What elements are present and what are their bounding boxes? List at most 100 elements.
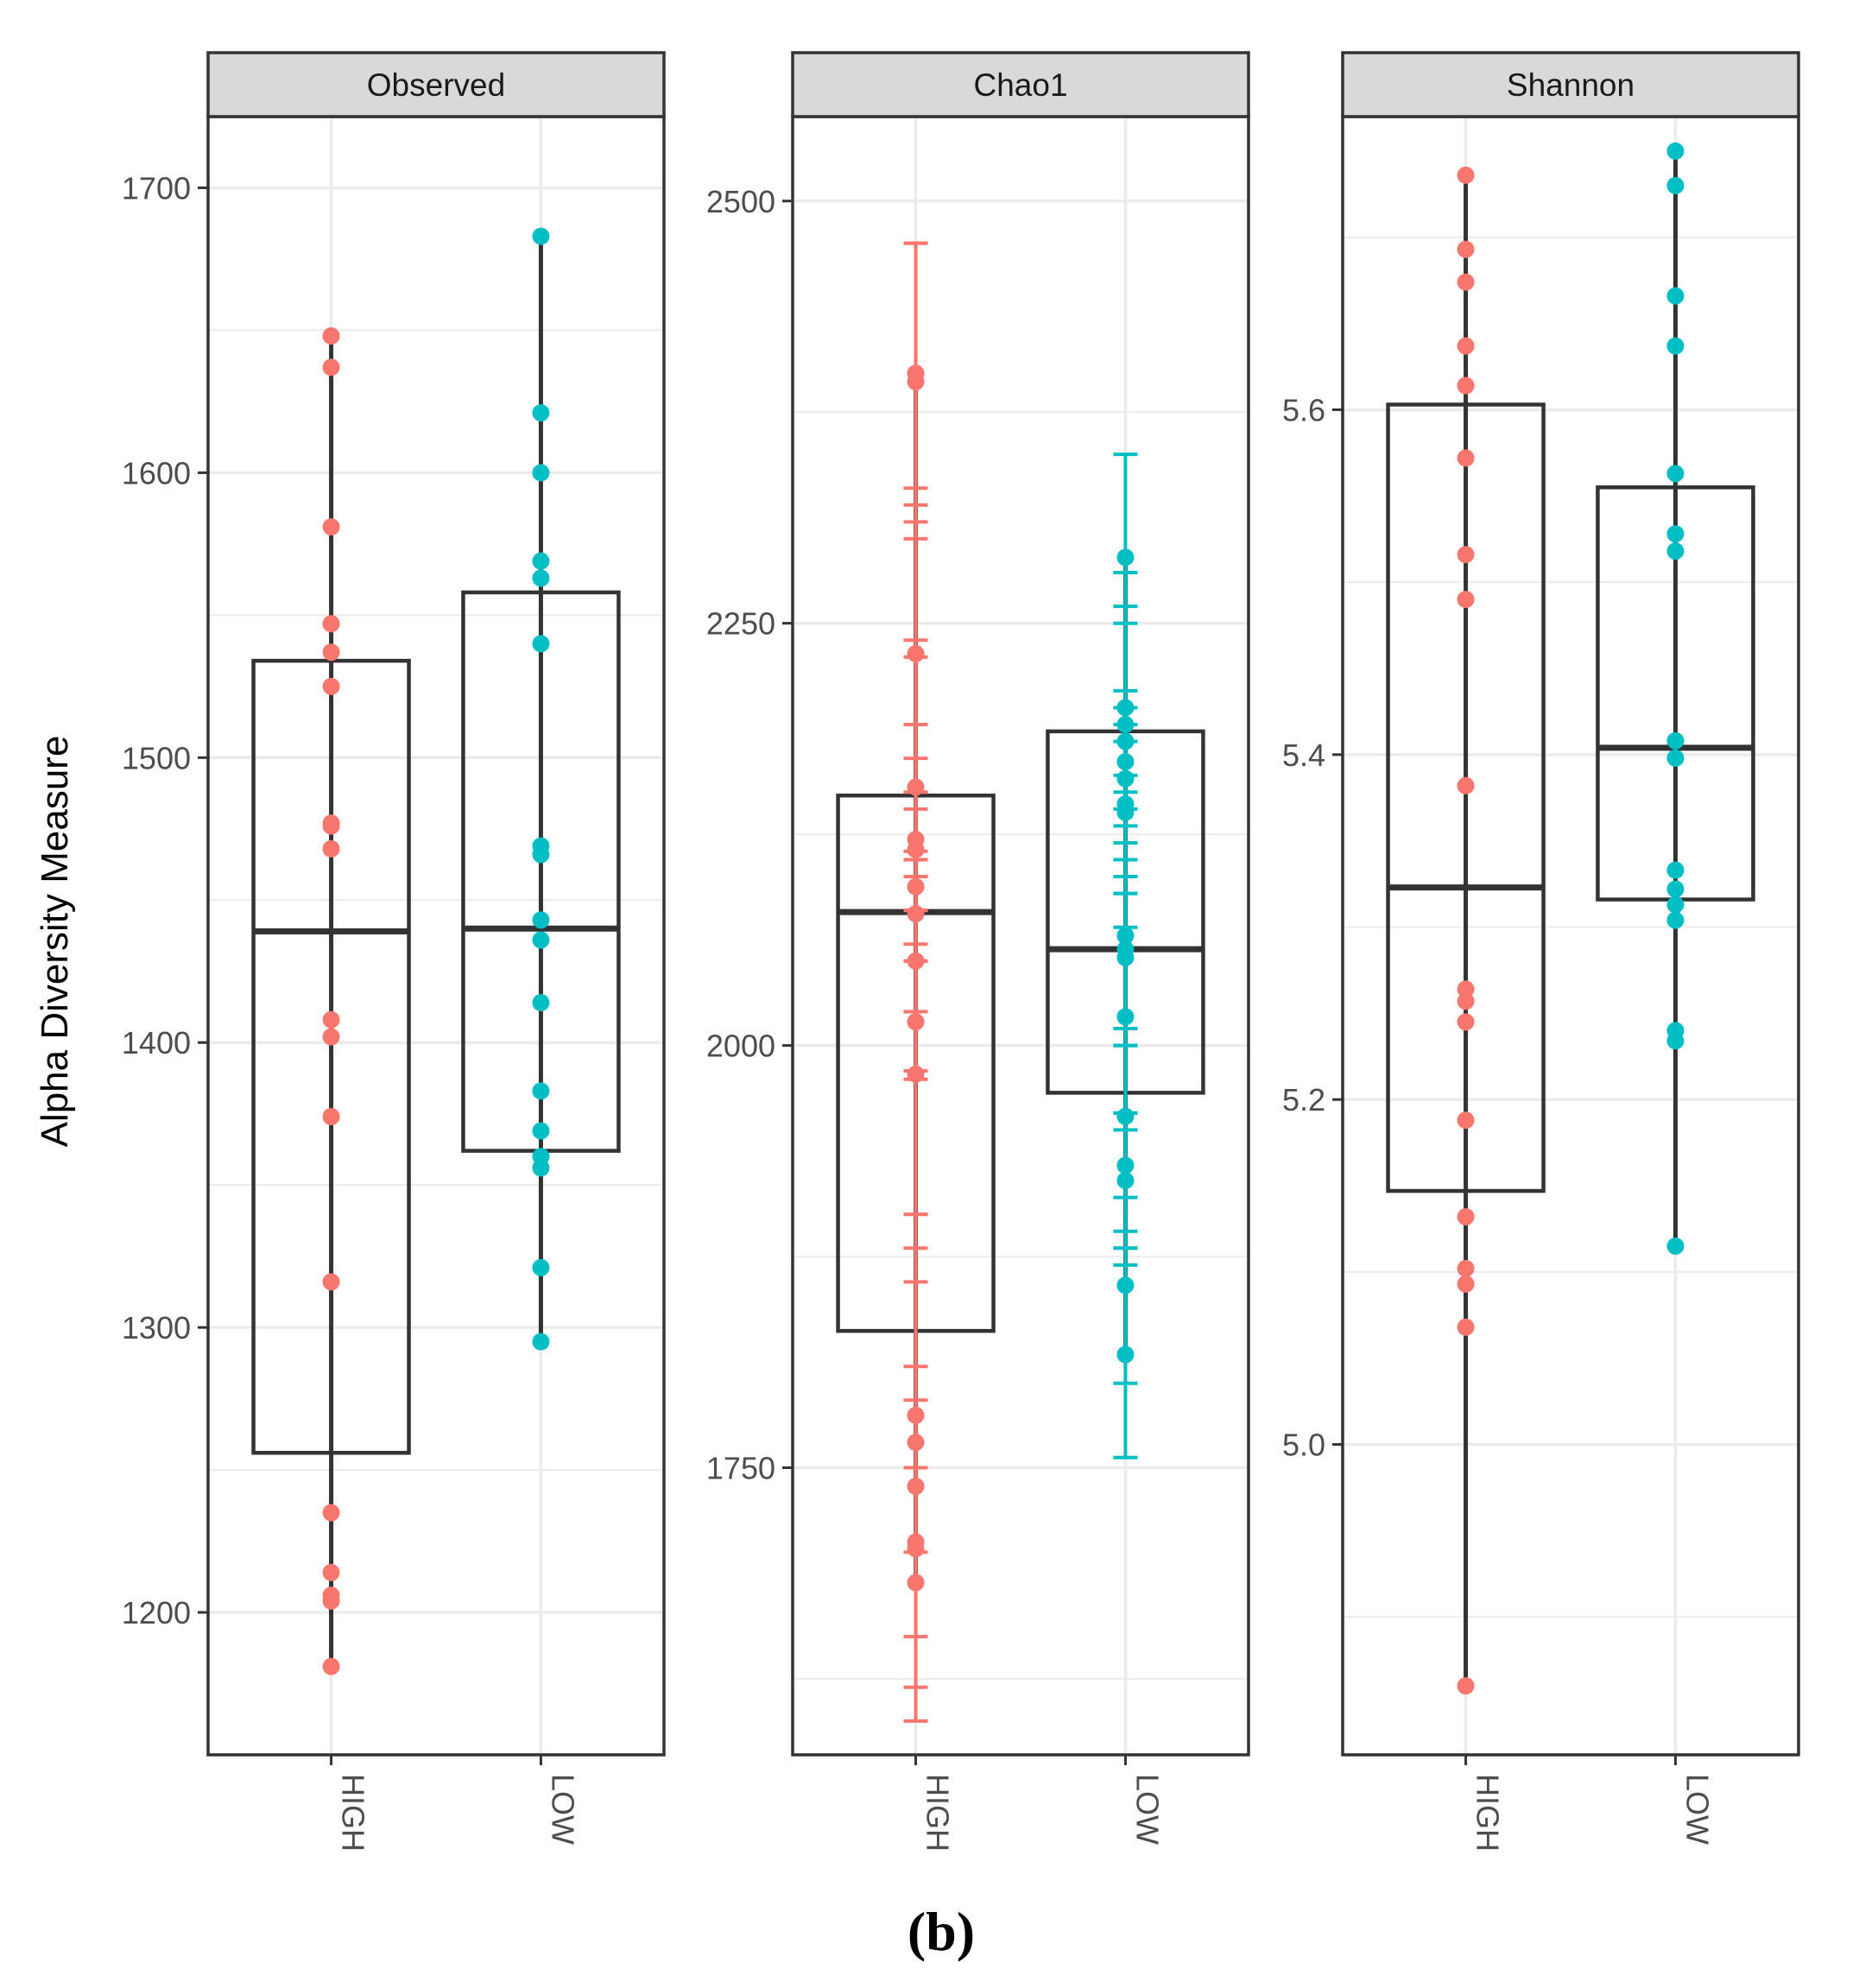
group-high xyxy=(1386,166,1546,1695)
panel-background xyxy=(1343,117,1799,1755)
data-point xyxy=(1116,927,1135,945)
data-point xyxy=(1457,1111,1475,1130)
data-point xyxy=(532,1333,550,1351)
data-point xyxy=(907,778,925,796)
data-point xyxy=(322,1657,340,1675)
data-point xyxy=(1666,287,1685,305)
y-tick-label: 1750 xyxy=(706,1451,775,1486)
data-point xyxy=(907,644,925,662)
data-point xyxy=(1116,940,1135,959)
strip-background xyxy=(791,51,1250,118)
data-point xyxy=(532,837,550,855)
data-point xyxy=(1116,732,1135,750)
data-point xyxy=(532,227,550,245)
data-point xyxy=(1457,1259,1475,1277)
y-tick-label: 1700 xyxy=(122,170,191,206)
data-point xyxy=(1666,896,1685,914)
data-point xyxy=(1457,1275,1475,1293)
y-tick-label: 5.2 xyxy=(1282,1082,1325,1117)
data-point xyxy=(322,358,340,377)
figure-caption: (b) xyxy=(907,1901,975,1962)
data-point xyxy=(1666,731,1685,750)
x-tick-label: LOW xyxy=(1129,1774,1165,1845)
y-tick-label: 2500 xyxy=(706,184,775,219)
y-tick-label: 5.0 xyxy=(1282,1428,1325,1463)
data-point xyxy=(1116,753,1135,771)
y-tick-label: 1200 xyxy=(122,1595,191,1630)
facet-panels: HIGH LOW120013001400150016001700ObservedH… xyxy=(122,51,1800,1852)
data-point xyxy=(1116,795,1135,813)
data-point xyxy=(1457,776,1475,795)
data-point xyxy=(1116,1172,1135,1190)
data-point xyxy=(1666,880,1685,898)
x-tick-label: LOW xyxy=(1679,1774,1715,1845)
x-tick-label: HIGH xyxy=(1470,1774,1506,1852)
group-low xyxy=(1046,453,1205,1459)
y-tick-label: 1600 xyxy=(122,455,191,491)
data-point xyxy=(1457,166,1475,184)
y-tick-label: 1300 xyxy=(122,1310,191,1345)
data-point xyxy=(532,1258,550,1276)
data-point xyxy=(1666,1022,1685,1040)
data-point xyxy=(1116,1276,1135,1295)
data-point xyxy=(322,814,340,833)
data-point xyxy=(907,831,925,849)
data-point xyxy=(1116,716,1135,734)
group-high xyxy=(836,241,996,1723)
data-point xyxy=(1116,1008,1135,1026)
data-point xyxy=(322,643,340,662)
data-point xyxy=(907,1533,925,1551)
data-point xyxy=(532,994,550,1012)
data-point xyxy=(322,1586,340,1605)
data-point xyxy=(532,635,550,653)
x-tick-label: HIGH xyxy=(336,1774,371,1852)
data-point xyxy=(1666,911,1685,929)
data-point xyxy=(1457,546,1475,564)
data-point xyxy=(532,931,550,949)
data-point xyxy=(907,1478,925,1496)
data-point xyxy=(322,615,340,633)
data-point xyxy=(1457,980,1475,998)
data-point xyxy=(1457,240,1475,258)
data-point xyxy=(1666,176,1685,194)
group-low xyxy=(461,227,621,1351)
data-point xyxy=(1116,1345,1135,1364)
data-point xyxy=(1116,548,1135,567)
data-point xyxy=(532,911,550,929)
strip-title: Chao1 xyxy=(973,67,1067,103)
data-point xyxy=(1457,337,1475,355)
y-tick-label: 1500 xyxy=(122,740,191,776)
strip-background xyxy=(206,51,666,118)
y-tick-label: 5.4 xyxy=(1282,738,1325,773)
panel-observed: HIGH LOW 1200 1300 1400 1500 1600 1700 Observed xyxy=(122,51,666,1852)
data-point xyxy=(907,1406,925,1424)
data-point xyxy=(907,1573,925,1592)
box xyxy=(1386,402,1546,1193)
data-point xyxy=(1116,769,1135,788)
data-point xyxy=(1457,1318,1475,1336)
data-point xyxy=(532,404,550,422)
data-point xyxy=(1666,525,1685,543)
data-point xyxy=(1457,992,1475,1010)
data-point xyxy=(1457,591,1475,609)
data-point xyxy=(322,518,340,536)
data-point xyxy=(1457,1677,1475,1695)
data-point xyxy=(1666,337,1685,355)
y-tick-label: 2000 xyxy=(706,1029,775,1064)
data-point xyxy=(907,1013,925,1031)
data-point xyxy=(322,839,340,858)
data-point xyxy=(1666,749,1685,767)
data-point xyxy=(532,552,550,570)
group-high xyxy=(251,327,411,1675)
data-point xyxy=(1457,377,1475,395)
data-point xyxy=(1116,1156,1135,1174)
y-tick-label: 2250 xyxy=(706,606,775,642)
data-point xyxy=(532,464,550,482)
data-point xyxy=(322,1107,340,1125)
data-point xyxy=(322,1028,340,1046)
data-point xyxy=(322,327,340,345)
data-point xyxy=(907,952,925,970)
data-point xyxy=(322,1563,340,1581)
data-point xyxy=(907,877,925,896)
